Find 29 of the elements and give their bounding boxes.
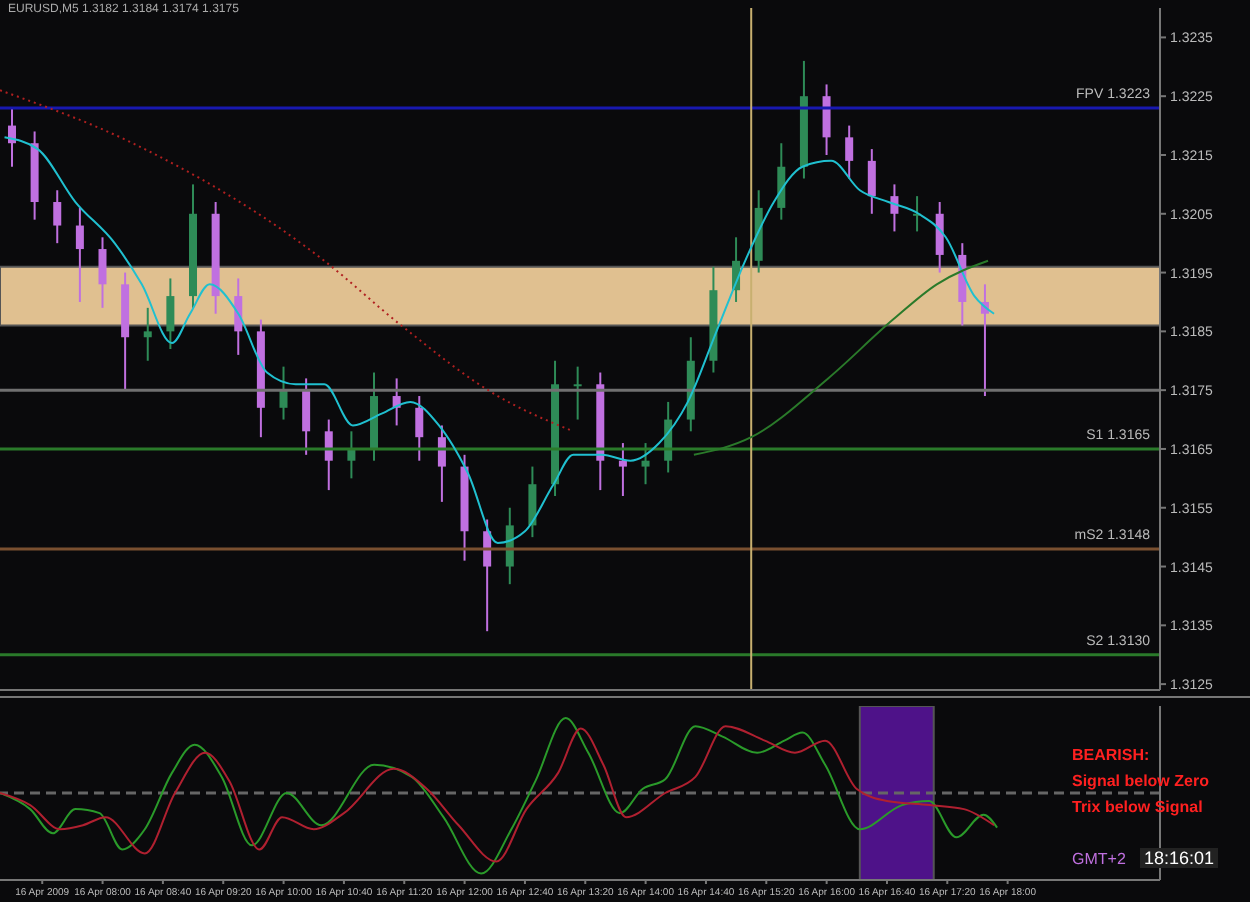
candlestick xyxy=(324,418,333,492)
candlestick xyxy=(573,365,582,421)
candlestick xyxy=(437,424,446,503)
candlestick xyxy=(143,306,152,362)
line-series xyxy=(0,89,575,433)
candlestick xyxy=(641,442,650,486)
candlestick xyxy=(483,518,492,633)
candlestick xyxy=(75,206,84,303)
candlestick xyxy=(867,148,876,215)
annotation: 18:16:01 xyxy=(1140,848,1219,868)
candlestick xyxy=(347,430,356,480)
candlestick xyxy=(415,395,424,462)
candlestick xyxy=(822,83,831,156)
candlestick xyxy=(279,365,288,421)
candlestick xyxy=(53,189,62,245)
candlestick xyxy=(618,442,627,497)
candlestick xyxy=(935,201,944,274)
annotation: GMT+2 xyxy=(1072,850,1126,868)
annotation: BEARISH: xyxy=(1072,744,1152,768)
annotation: Signal below Zero xyxy=(1072,770,1209,794)
candlestick xyxy=(845,124,854,180)
annotation: Trix below Signal xyxy=(1072,796,1205,820)
line-series xyxy=(3,136,996,545)
candlestick xyxy=(528,465,537,539)
candlestick xyxy=(166,277,175,350)
candlestick xyxy=(302,377,311,456)
candlestick xyxy=(98,236,107,309)
candlestick xyxy=(777,142,786,221)
candlestick xyxy=(505,506,514,586)
